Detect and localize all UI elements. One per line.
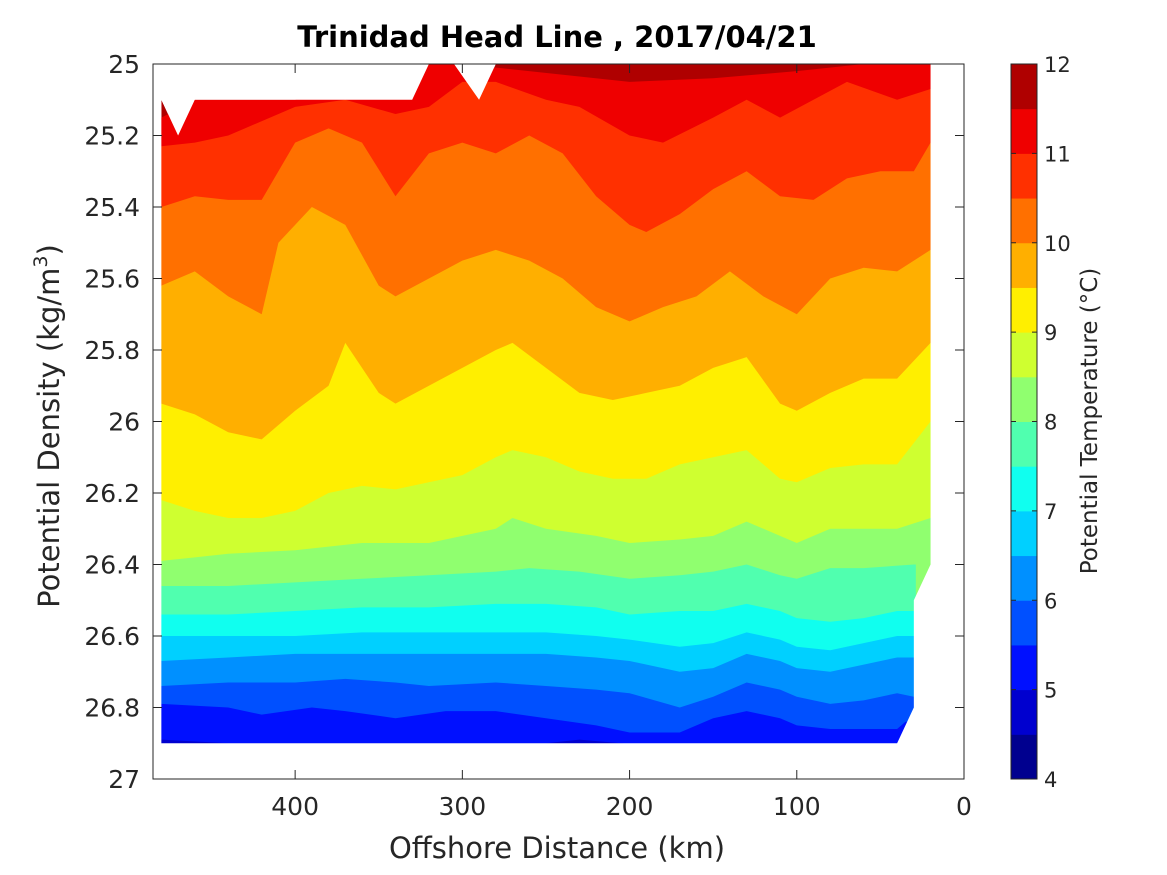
y-axis-title-main: Potential Density (kg/m [32,268,66,608]
chart-title: Trinidad Head Line , 2017/04/21 [297,20,817,54]
contour-bands [153,64,964,779]
x-tick-label: 100 [773,792,821,821]
colorbar-swatch-11.5 [1011,64,1037,110]
y-axis-title: Potential Density (kg/m3) [30,244,66,608]
y-axis-title-close: ) [32,244,66,255]
colorbar: 4 5 6 7 8 9 10 11 12 [1011,53,1071,792]
colorbar-swatch-8.5 [1011,332,1037,378]
colorbar-swatch-10.5 [1011,153,1037,199]
colorbar-tick-label: 4 [1044,768,1057,792]
colorbar-tick-label: 6 [1044,589,1057,613]
y-tick-label: 26.2 [84,479,140,508]
colorbar-swatch-4 [1011,734,1037,780]
colorbar-swatch-10 [1011,198,1037,244]
y-tick-label: 25.8 [84,336,140,365]
colorbar-tick-label: 9 [1044,321,1057,345]
x-tick-label: 300 [438,792,486,821]
colorbar-title: Potential Temperature (°C) [1077,268,1103,575]
colorbar-tick-label: 7 [1044,500,1057,524]
colorbar-tick-label: 5 [1044,679,1057,703]
contour-band-5.5 [159,703,908,746]
colorbar-swatch-8 [1011,376,1037,422]
colorbar-swatch-11 [1011,108,1037,154]
y-tick-label: 25.2 [84,122,140,151]
colorbar-swatch-7 [1011,466,1037,512]
colorbar-tick-label: 12 [1044,53,1071,77]
colorbar-swatch-4.5 [1011,689,1037,735]
y-axis-title-superscript: 3 [30,255,52,267]
colorbar-swatch-5.5 [1011,600,1037,646]
colorbar-swatch-9 [1011,287,1037,333]
x-tick-label: 0 [956,792,972,821]
y-tick-label: 26 [108,408,140,437]
colorbar-tick-label: 8 [1044,411,1057,435]
y-tick-label: 26.8 [84,694,140,723]
x-axis: 400 300 200 100 0 [271,64,972,821]
colorbar-tick-label: 11 [1044,142,1071,166]
y-axis: 25 25.2 25.4 25.6 25.8 26 26.2 26.4 26.6 26.8 27 [84,50,964,794]
colorbar-swatch-6 [1011,555,1037,601]
y-tick-label: 25 [108,50,140,79]
colorbar-swatch-6.5 [1011,510,1037,557]
colorbar-tick-label: 10 [1044,232,1071,256]
y-tick-label: 27 [108,765,140,794]
x-tick-label: 400 [271,792,319,821]
x-tick-label: 200 [606,792,654,821]
x-axis-title: Offshore Distance (km) [389,831,725,865]
y-tick-label: 25.4 [84,193,140,222]
colorbar-swatch-9.5 [1011,242,1037,288]
y-tick-label: 26.6 [84,622,140,651]
y-tick-label: 26.4 [84,551,140,580]
y-tick-label: 25.6 [84,265,140,294]
colorbar-swatch-7.5 [1011,421,1037,467]
colorbar-box [1010,63,1038,780]
colorbar-swatch-5 [1011,644,1037,691]
